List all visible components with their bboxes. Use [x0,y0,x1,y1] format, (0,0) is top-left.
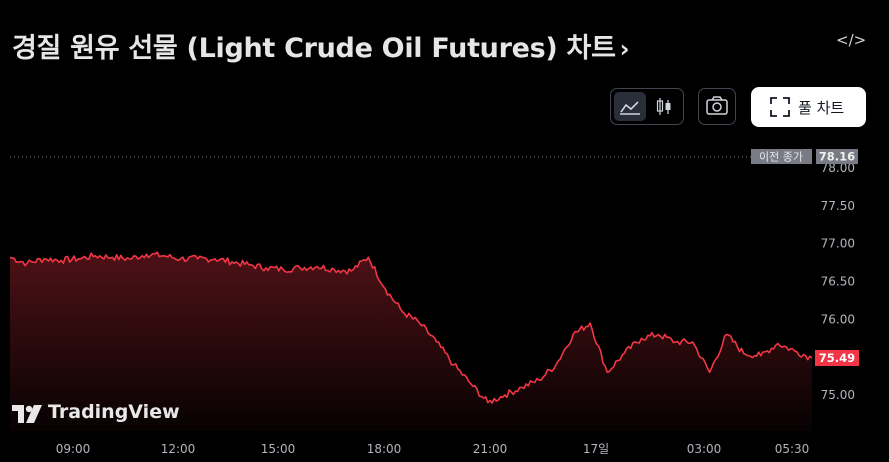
x-tick-label: 03:00 [687,442,722,456]
code-icon[interactable]: </> [836,31,867,49]
x-tick-label: 12:00 [161,442,196,456]
x-tick-label: 09:00 [56,442,91,456]
y-tick-label: 78.00 [821,161,855,175]
y-tick-label: 76.00 [821,312,855,326]
price-area [10,252,812,431]
y-axis: 78.00 77.50 77.00 76.50 76.00 75.00 [821,161,855,402]
x-tick-label: 18:00 [367,442,402,456]
full-chart-button[interactable]: 풀 차트 [751,87,866,127]
full-chart-label[interactable]: 풀 차트 [798,99,845,117]
previous-close-value: 78.16 [819,150,855,164]
y-tick-label: 76.50 [821,275,855,289]
candlestick-icon [656,98,671,115]
screenshot-button[interactable] [698,88,736,125]
camera-icon [706,96,728,115]
tradingview-logo-text: TradingView [48,401,180,423]
tradingview-logo-icon [12,405,42,423]
last-price-badge: 75.49 [815,350,859,366]
last-price-value: 75.49 [819,351,855,365]
line-chart-icon [620,101,640,115]
candlestick-button[interactable] [648,92,680,121]
chart-title[interactable]: 경질 원유 선물 (Light Crude Oil Futures) 차트 › [12,26,630,65]
x-tick-label: 21:00 [473,442,508,456]
y-tick-label: 77.50 [821,199,855,213]
embed-code-button[interactable]: </> [836,31,866,53]
x-tick-label: 17일 [583,442,609,456]
y-tick-label: 77.00 [821,237,855,251]
x-tick-label: 05:30 [775,442,810,456]
chart-type-toggle [610,88,684,125]
chart-title-text[interactable]: 경질 원유 선물 (Light Crude Oil Futures) 차트 [12,33,616,64]
y-tick-label: 75.00 [821,388,855,402]
previous-close-label: 이전 종가 [759,151,803,164]
x-tick-label: 15:00 [261,442,296,456]
price-line [9,251,813,404]
x-axis: 09:00 12:00 15:00 18:00 21:00 17일 03:00 05:30 [56,442,810,456]
previous-close-badge: 이전 종가 78.16 [751,149,858,164]
fullscreen-icon [770,97,790,117]
line-chart-button[interactable] [614,92,646,121]
chevron-right-icon[interactable]: › [619,35,630,63]
